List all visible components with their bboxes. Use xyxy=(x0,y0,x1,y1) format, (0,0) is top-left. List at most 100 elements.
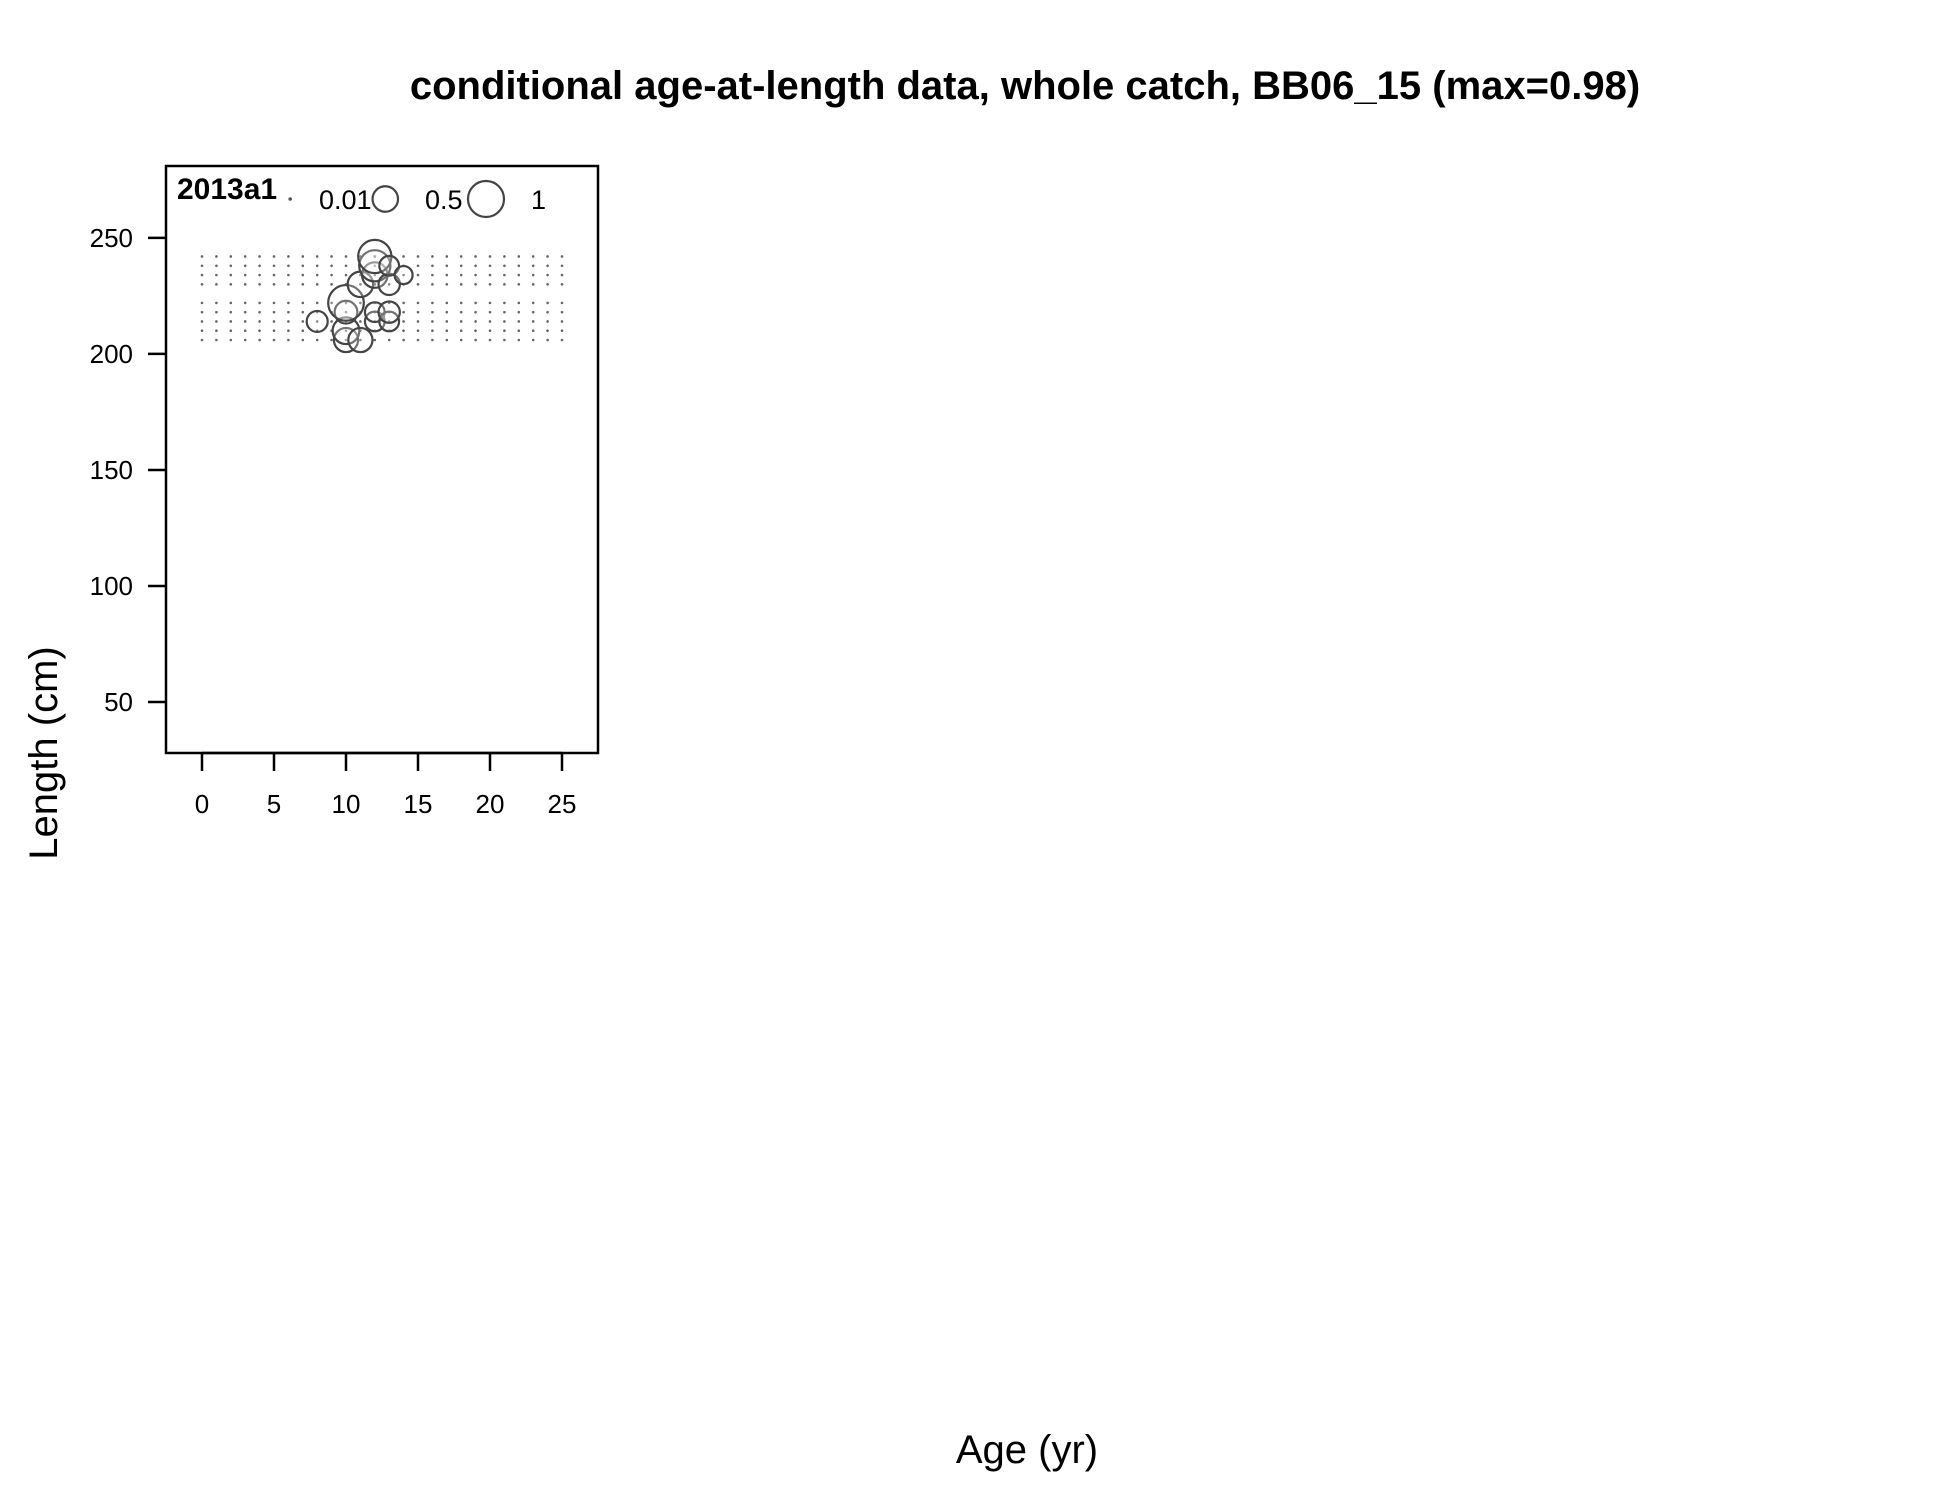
y-tick-label: 50 xyxy=(104,687,133,717)
zero-dot xyxy=(431,264,434,268)
zero-dot xyxy=(258,329,261,333)
zero-dot xyxy=(503,329,506,333)
zero-dot xyxy=(445,320,449,323)
zero-dot xyxy=(517,338,521,342)
zero-dot xyxy=(431,273,434,277)
zero-dot xyxy=(416,338,420,342)
zero-dot xyxy=(243,283,247,286)
zero-dot xyxy=(459,338,463,342)
zero-dot xyxy=(531,264,535,268)
y-tick-label: 200 xyxy=(90,339,133,369)
legend-label: 0.01 xyxy=(319,185,372,215)
zero-dot xyxy=(258,255,261,258)
zero-dot xyxy=(445,329,449,333)
zero-dot xyxy=(546,310,549,314)
zero-dot xyxy=(503,264,506,268)
zero-dot xyxy=(431,301,434,305)
zero-dot xyxy=(387,338,391,342)
zero-dot xyxy=(272,264,276,268)
zero-dot xyxy=(402,338,405,342)
zero-dot xyxy=(431,338,434,342)
zero-dot xyxy=(229,273,233,277)
zero-dot xyxy=(243,320,247,323)
zero-dot xyxy=(503,283,506,286)
zero-dot xyxy=(373,255,377,258)
zero-dot xyxy=(243,255,247,258)
zero-dot xyxy=(301,255,305,258)
legend-label: 0.5 xyxy=(425,185,463,215)
zero-dot xyxy=(301,310,305,314)
zero-dot xyxy=(488,320,492,323)
zero-dot xyxy=(287,273,290,277)
zero-dot xyxy=(215,329,218,333)
y-axis-label: Length (cm) xyxy=(22,646,66,859)
y-tick-label: 100 xyxy=(90,571,133,601)
data-bubble xyxy=(332,326,360,354)
zero-dot xyxy=(315,273,319,277)
zero-dot xyxy=(531,338,535,342)
zero-dot xyxy=(200,264,204,268)
zero-dot xyxy=(258,273,261,277)
zero-dot xyxy=(229,310,233,314)
zero-dot xyxy=(330,301,333,305)
zero-dot xyxy=(287,255,290,258)
zero-dot xyxy=(402,301,405,305)
zero-dot xyxy=(359,320,362,323)
zero-dot xyxy=(503,273,506,277)
zero-dot xyxy=(344,255,348,258)
zero-dot xyxy=(243,310,247,314)
zero-dot xyxy=(402,329,405,333)
zero-dot xyxy=(215,273,218,277)
zero-dot xyxy=(229,329,233,333)
zero-dot xyxy=(459,320,463,323)
zero-dot xyxy=(301,320,305,323)
zero-dot xyxy=(531,255,535,258)
zero-dot xyxy=(344,273,348,277)
zero-dot xyxy=(416,320,420,323)
chart-title: conditional age-at-length data, whole ca… xyxy=(410,64,1640,108)
zero-dot xyxy=(416,283,420,286)
zero-dot xyxy=(330,338,333,342)
zero-dot xyxy=(229,301,233,305)
zero-dot xyxy=(488,264,492,268)
zero-dot xyxy=(416,264,420,268)
zero-dot xyxy=(215,320,218,323)
zero-dot xyxy=(474,273,477,277)
zero-dot xyxy=(243,301,247,305)
zero-dot xyxy=(272,310,276,314)
zero-dot xyxy=(546,320,549,323)
zero-dot xyxy=(200,338,204,342)
zero-dot xyxy=(330,264,333,268)
zero-dot xyxy=(402,273,405,277)
legend-bubble xyxy=(288,197,293,201)
zero-dot xyxy=(402,255,405,258)
zero-dot xyxy=(215,283,218,286)
zero-dot xyxy=(215,255,218,258)
zero-dot xyxy=(301,329,305,333)
zero-dot xyxy=(459,255,463,258)
zero-dot xyxy=(287,310,290,314)
zero-dot xyxy=(488,310,492,314)
zero-dot xyxy=(344,310,348,314)
y-axis: 50 100 150 200 250 xyxy=(90,223,166,717)
zero-dot xyxy=(315,255,319,258)
zero-dot xyxy=(474,310,477,314)
zero-dot xyxy=(445,283,449,286)
zero-dot xyxy=(488,283,492,286)
zero-dot xyxy=(546,301,549,305)
data-bubble xyxy=(331,316,361,346)
zero-dot xyxy=(474,338,477,342)
data-bubble xyxy=(393,264,414,286)
panel-label: 2013a1 xyxy=(177,173,277,206)
zero-dot xyxy=(416,310,420,314)
zero-dot xyxy=(243,338,247,342)
zero-dot xyxy=(200,255,204,258)
zero-dot xyxy=(517,273,521,277)
zero-dot xyxy=(243,273,247,277)
zero-dot xyxy=(287,283,290,286)
zero-dot xyxy=(431,310,434,314)
zero-dot xyxy=(229,255,233,258)
zero-dot xyxy=(546,329,549,333)
zero-dot xyxy=(459,310,463,314)
zero-dot xyxy=(459,264,463,268)
